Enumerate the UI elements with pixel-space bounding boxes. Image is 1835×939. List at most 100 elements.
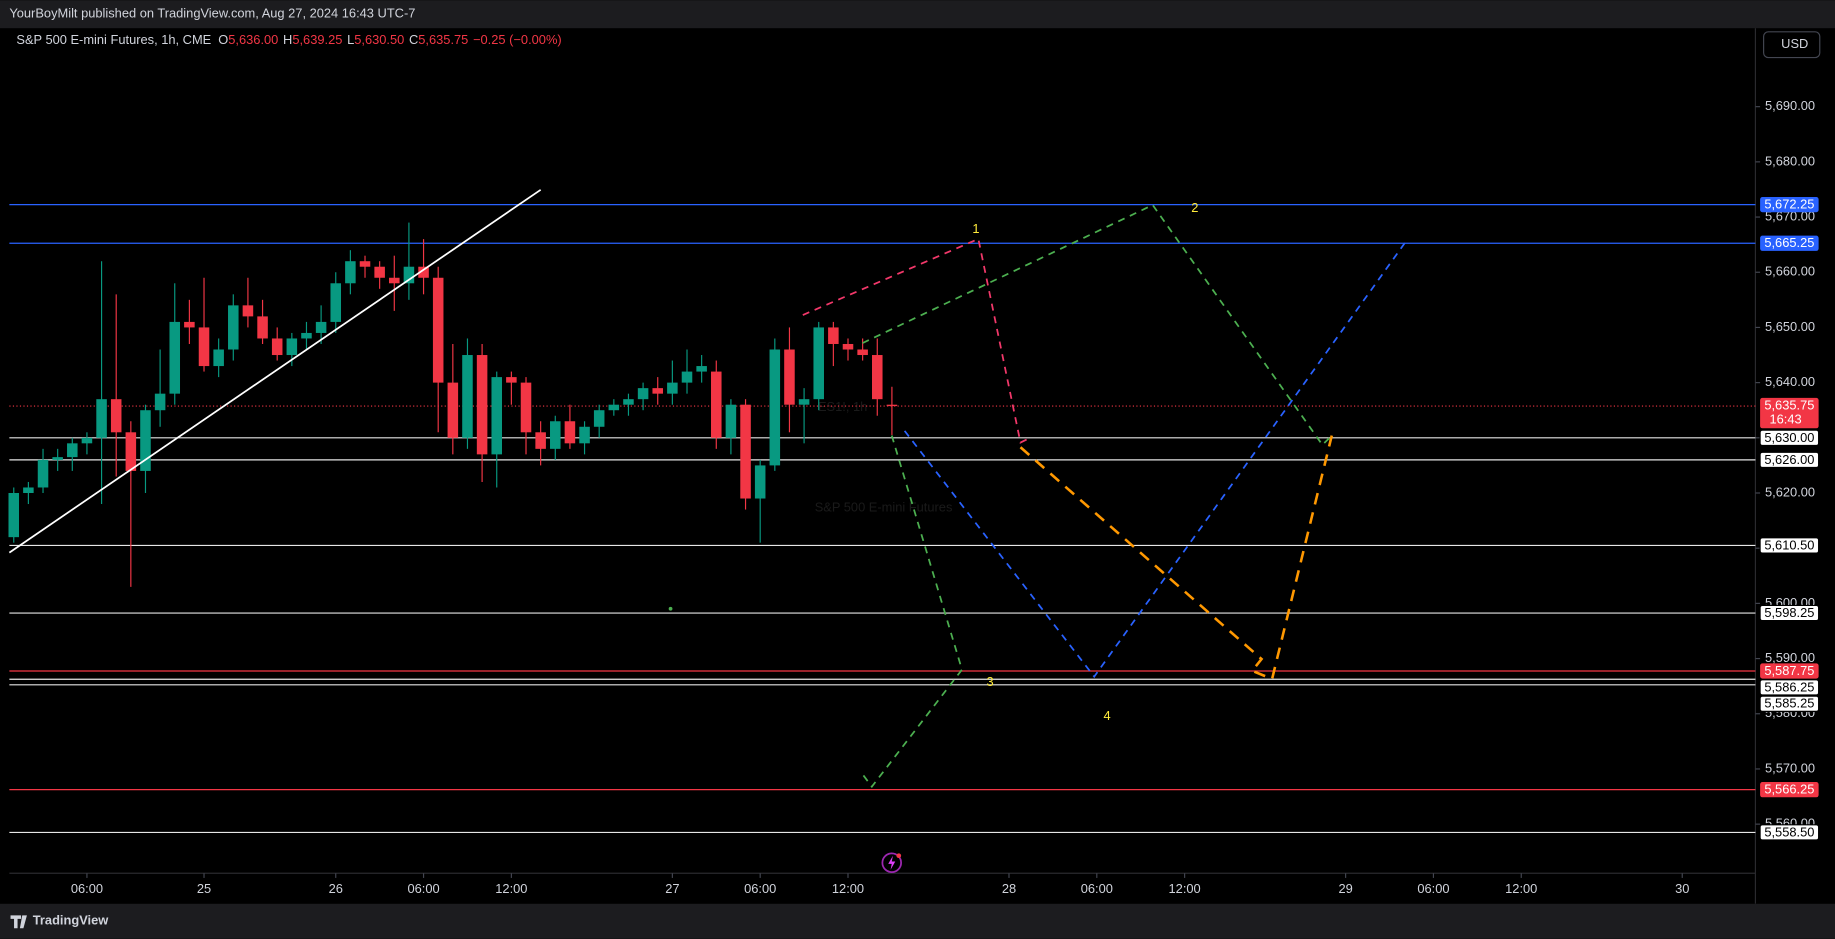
dashed-line <box>802 237 1031 444</box>
candle-body <box>754 465 766 499</box>
plot-layer <box>8 204 1756 833</box>
candle-body <box>491 377 503 455</box>
y-tick-label: 5,660.00 <box>1765 264 1815 279</box>
level-label: 5,586.25 <box>1764 679 1814 694</box>
candle-body <box>725 404 737 438</box>
x-tick-label: 06:00 <box>407 881 439 896</box>
top-bar <box>0 0 1835 29</box>
candle-body <box>520 382 532 433</box>
level-label-box <box>1760 197 1819 213</box>
trend-line <box>8 189 542 554</box>
y-tick-label: 5,690.00 <box>1765 98 1815 113</box>
annotation: 4 <box>1104 708 1111 723</box>
candle-body <box>857 349 868 356</box>
candle-body <box>506 377 517 383</box>
y-tick-label: 5,640.00 <box>1765 374 1815 389</box>
x-tick-label: 12:00 <box>1169 881 1201 896</box>
candle-body <box>198 327 210 367</box>
candle-body <box>872 355 883 400</box>
candle-body <box>81 437 93 444</box>
y-tick-label: 5,570.00 <box>1765 760 1815 775</box>
legend-key: C <box>409 33 418 48</box>
candle-body <box>96 399 107 438</box>
legend-key: H <box>283 33 292 48</box>
legend-title: S&P 500 E-mini Futures, 1h, CME <box>16 33 211 48</box>
legend-value: 5,635.75 <box>418 33 468 48</box>
candle-body <box>579 426 590 444</box>
x-tick-label: 06:00 <box>1417 881 1449 896</box>
y-tick-label: 5,620.00 <box>1765 484 1815 499</box>
candle-body <box>125 432 137 471</box>
x-tick-label: 25 <box>197 881 211 896</box>
currency-button[interactable] <box>1763 31 1821 59</box>
last-price-time: 16:43 <box>1769 412 1801 427</box>
alert-circle[interactable] <box>881 852 902 873</box>
candle-body <box>813 327 824 400</box>
candle-body <box>271 338 283 356</box>
level-label: 5,598.25 <box>1764 605 1814 620</box>
x-tick-label: 29 <box>1338 881 1352 896</box>
candle-body <box>286 338 298 356</box>
candle-body <box>769 349 781 466</box>
candle-body <box>886 404 898 407</box>
level-label-box <box>1760 235 1819 251</box>
level-label: 5,587.75 <box>1764 663 1814 678</box>
level-label-box <box>1759 537 1820 554</box>
candle-body <box>637 388 649 400</box>
level-label: 5,665.25 <box>1764 235 1814 250</box>
candle-body <box>37 459 49 488</box>
annotation: 3 <box>986 674 993 689</box>
candle-body <box>169 321 181 394</box>
x-tick-label: 28 <box>1002 881 1016 896</box>
bottom-bar <box>0 903 1835 939</box>
candle-body <box>564 421 576 444</box>
candle-body <box>110 399 122 433</box>
alert-dot[interactable] <box>896 853 902 859</box>
dashed-line <box>1019 435 1334 681</box>
candle-body <box>228 305 239 350</box>
level-label-box <box>1759 604 1820 622</box>
x-tick-label: 06:00 <box>71 881 103 896</box>
candle-body <box>154 393 166 411</box>
candle-body <box>359 261 371 267</box>
candle-body <box>257 316 268 339</box>
candle-body <box>550 421 561 449</box>
candle-body <box>315 321 327 333</box>
x-tick-label: 12:00 <box>1505 881 1537 896</box>
candle-body <box>711 371 722 438</box>
level-label-box <box>1760 663 1819 679</box>
candle-body <box>8 492 20 538</box>
legend-value: 5,630.50 <box>354 33 404 48</box>
x-tick-label: 12:00 <box>832 881 864 896</box>
y-tick-label: 5,680.00 <box>1765 153 1815 168</box>
legend-value: 5,639.25 <box>292 33 342 48</box>
candle-body <box>842 343 854 350</box>
level-label: 5,566.25 <box>1764 782 1814 797</box>
x-tick-label: 06:00 <box>1081 881 1113 896</box>
x-tick-label: 06:00 <box>744 881 776 896</box>
level-label: 5,558.50 <box>1764 824 1814 839</box>
watermark: S&P 500 E-mini Futures <box>815 500 953 515</box>
candle-body <box>535 432 546 449</box>
legend-change: −0.25 (−0.00%) <box>473 33 562 48</box>
alert-icon[interactable] <box>881 852 902 873</box>
level-label-box <box>1759 679 1820 696</box>
candle-body <box>418 266 429 278</box>
level-label: 5,672.25 <box>1764 197 1814 212</box>
x-tick-label: 27 <box>665 881 679 896</box>
legend-key: L <box>347 33 354 48</box>
candle-body <box>681 371 693 383</box>
currency-label[interactable]: USD <box>1781 36 1808 51</box>
level-label: 5,626.00 <box>1764 452 1814 467</box>
legend-value: 5,636.00 <box>228 33 278 48</box>
level-label-box <box>1759 695 1820 712</box>
level-label-box <box>1759 824 1820 841</box>
level-label: 5,630.00 <box>1764 430 1814 445</box>
level-label-box <box>1759 429 1820 447</box>
plot-bg <box>0 28 1835 904</box>
alert-bolt[interactable] <box>888 855 896 870</box>
last-price-label: 5,635.75 <box>1764 397 1814 412</box>
legend-key: O <box>218 33 228 48</box>
